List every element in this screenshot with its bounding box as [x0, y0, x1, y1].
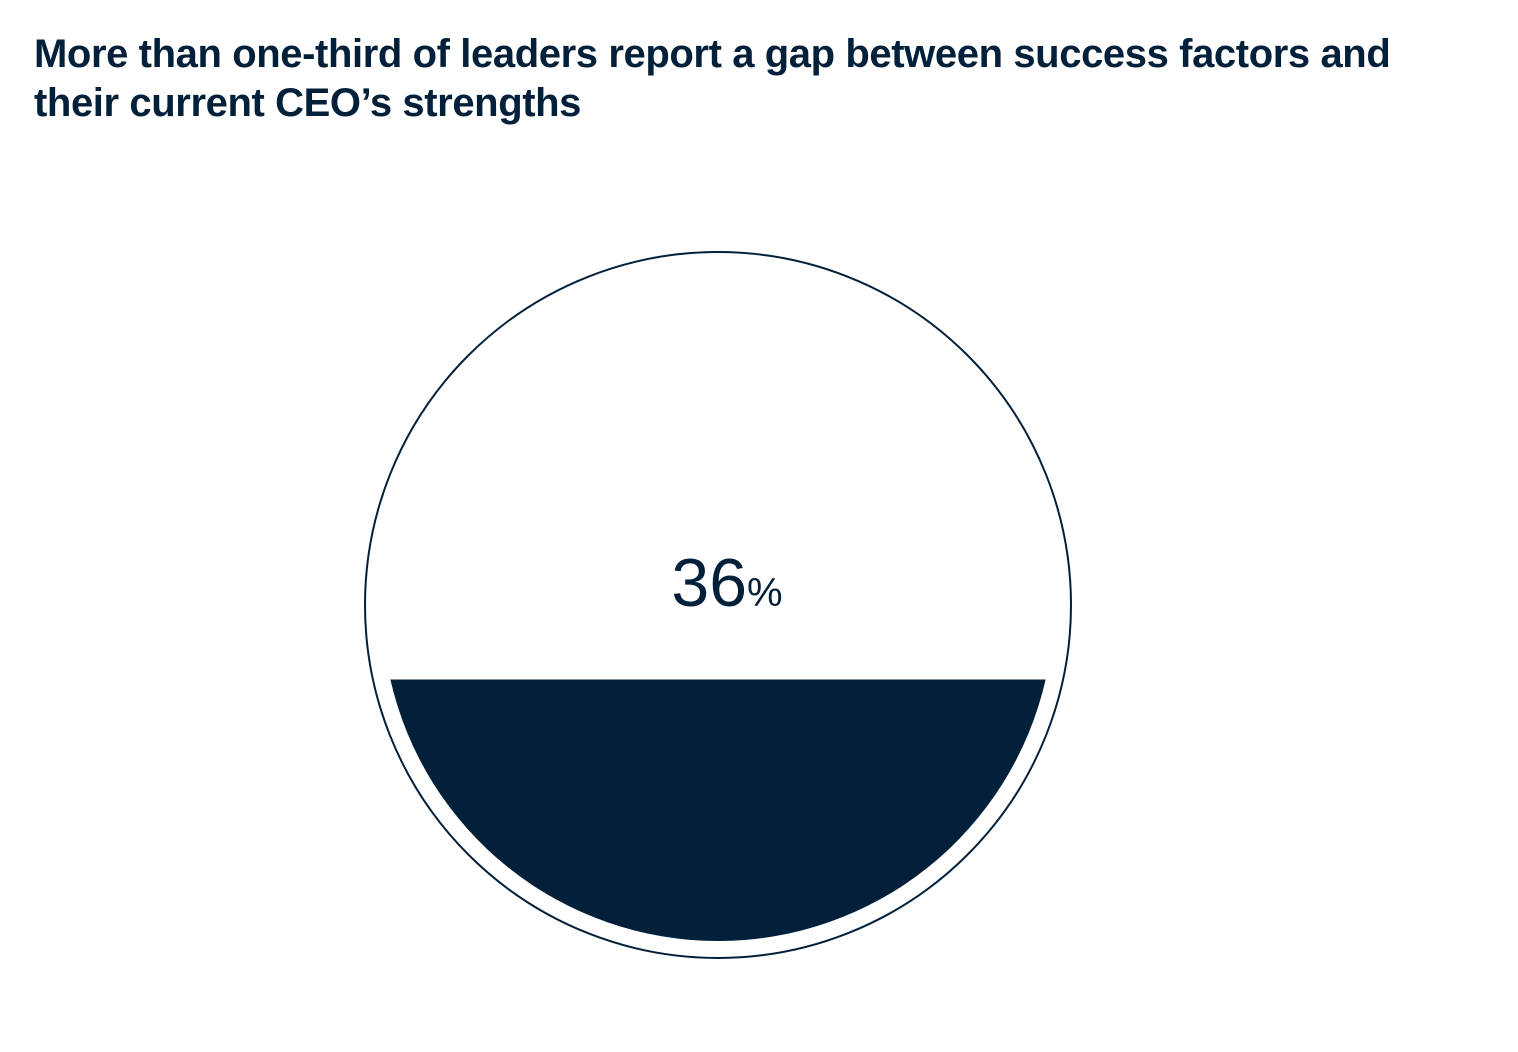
value-label: 36% [671, 545, 782, 621]
gauge-outline [364, 251, 1072, 959]
gauge-fill-segment [390, 679, 1046, 942]
chart-title: More than one-third of leaders report a … [34, 32, 1391, 125]
value-number: 36 [671, 545, 747, 621]
value-unit: % [747, 571, 783, 615]
